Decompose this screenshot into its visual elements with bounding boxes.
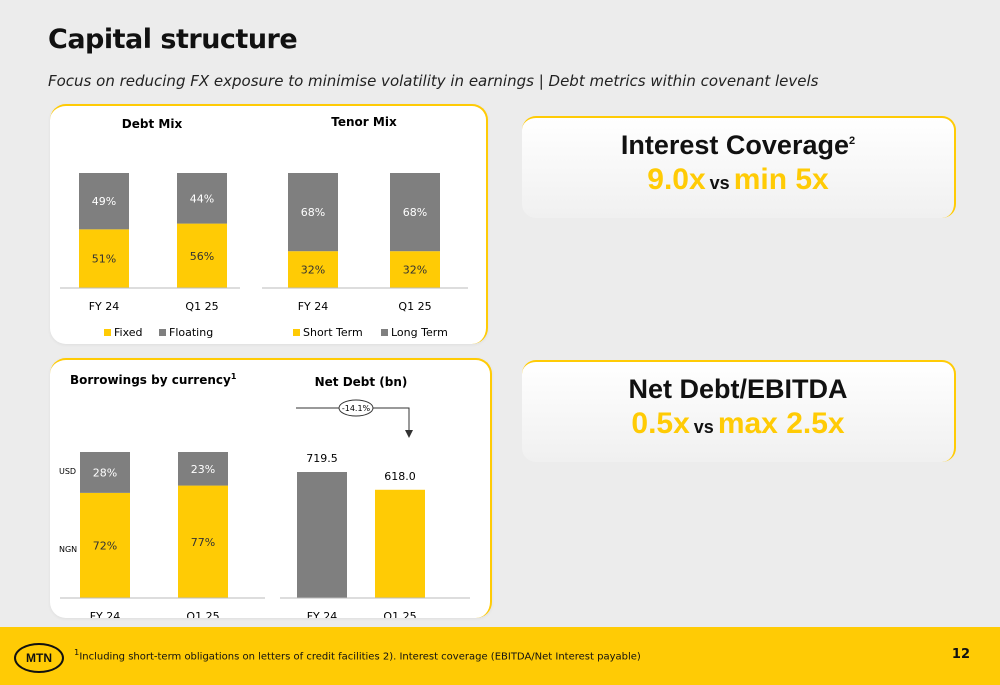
chart1-legend-0: Short Term [303,326,363,339]
chart3-annotation-arrow [405,430,413,438]
net-debt-ebitda-value: 0.5x vs max 2.5x [631,407,845,440]
chart2-tick-1: Q1 25 [186,610,219,618]
footer-bar: MTN 1Including short-term obligations on… [0,627,1000,685]
chart0-legend-swatch-0 [104,329,111,336]
chart0-label-1-0: 49% [92,195,116,208]
chart1-bar-0-0 [288,251,338,288]
chart1-label-0-1: 32% [403,264,427,277]
chart3-value-0: 719.5 [306,452,338,465]
chart1-legend-swatch-1 [381,329,388,336]
net-debt-ebitda-card: Net Debt/EBITDA 0.5x vs max 2.5x [522,360,956,462]
chart0-bar-1-0 [79,173,129,230]
chart0-bar-0-0 [79,229,129,288]
chart0-label-1-1: 44% [190,192,214,205]
interest-coverage-card: Interest Coverage2 9.0x vs min 5x [522,116,956,218]
mix-charts-svg: Debt Mix 51% 49% FY 24 56% 44% Q1 25 Fixed Float… [60,115,468,339]
interest-coverage-value: 9.0x vs min 5x [647,163,829,196]
mix-charts-card: Debt Mix 51% 49% FY 24 56% 44% Q1 25 Fixed Float… [50,104,488,344]
chart3-title: Net Debt (bn) [315,375,408,389]
chart0-label-0-1: 56% [190,250,214,263]
chart3-value-1: 618.0 [384,470,416,483]
chart0-title: Debt Mix [122,117,183,131]
chart1-label-0-0: 32% [301,264,325,277]
chart1-bar-1-1 [390,173,440,252]
chart3-annotation-oval [338,399,374,417]
chart0-legend-swatch-1 [159,329,166,336]
interest-coverage-title: Interest Coverage2 [620,130,856,160]
chart1-legend-1: Long Term [391,326,448,339]
chart1-tick-0: FY 24 [298,300,329,313]
chart0-legend-0: Fixed [114,326,143,339]
chart1-bar-1-0 [288,173,338,252]
mtn-logo: MTN [14,643,64,673]
chart3-bar-1 [375,489,425,598]
borrowings-netdebt-card: Borrowings by currency1 72% 28% FY 24 77% 23%… [50,358,492,618]
chart0-bar-0-1 [177,223,227,288]
chart3-tick-1: Q1 25 [383,610,416,618]
chart2-title-sup: 1 [231,372,237,381]
borrowings-netdebt-svg: Borrowings by currency1 72% 28% FY 24 77% 23%… [59,372,470,618]
chart2-label-1-1: 23% [191,463,215,476]
chart2-bar-0-0 [80,492,130,598]
chart2-bar-1-1 [178,452,228,486]
chart1-bar-0-1 [390,251,440,288]
chart0-label-0-0: 51% [92,253,116,266]
net-debt-ebitda-title: Net Debt/EBITDA [628,374,848,404]
chart1-label-1-1: 68% [403,206,427,219]
chart0-tick-0: FY 24 [89,300,120,313]
chart2-label-1-0: 28% [93,466,117,479]
chart3-annotation-line [296,407,410,432]
chart2-side-0: NGN [59,545,77,554]
chart1-tick-1: Q1 25 [398,300,431,313]
chart1-label-1-0: 68% [301,206,325,219]
page-title: Capital structure [48,24,298,55]
chart2-bar-0-1 [178,485,228,598]
chart2-title: Borrowings by currency1 [70,372,237,387]
chart1-title: Tenor Mix [331,115,397,129]
chart2-tick-0: FY 24 [90,610,121,618]
chart0-legend-1: Floating [169,326,213,339]
chart0-tick-1: Q1 25 [185,300,218,313]
page-number: 12 [951,647,970,662]
chart1-legend-swatch-0 [293,329,300,336]
footnote: 1Including short-term obligations on let… [74,647,641,663]
chart2-bar-1-0 [80,452,130,493]
page-subtitle: Focus on reducing FX exposure to minimis… [48,72,819,90]
chart2-label-0-1: 77% [191,536,215,549]
chart0-bar-1-1 [177,173,227,224]
chart3-bar-0 [297,472,347,598]
chart2-side-1: USD [59,467,76,476]
chart2-label-0-0: 72% [93,539,117,552]
chart3-annotation: -14.1% [342,404,371,413]
chart3-tick-0: FY 24 [307,610,338,618]
